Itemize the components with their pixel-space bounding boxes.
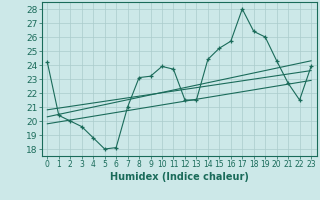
- X-axis label: Humidex (Indice chaleur): Humidex (Indice chaleur): [110, 172, 249, 182]
